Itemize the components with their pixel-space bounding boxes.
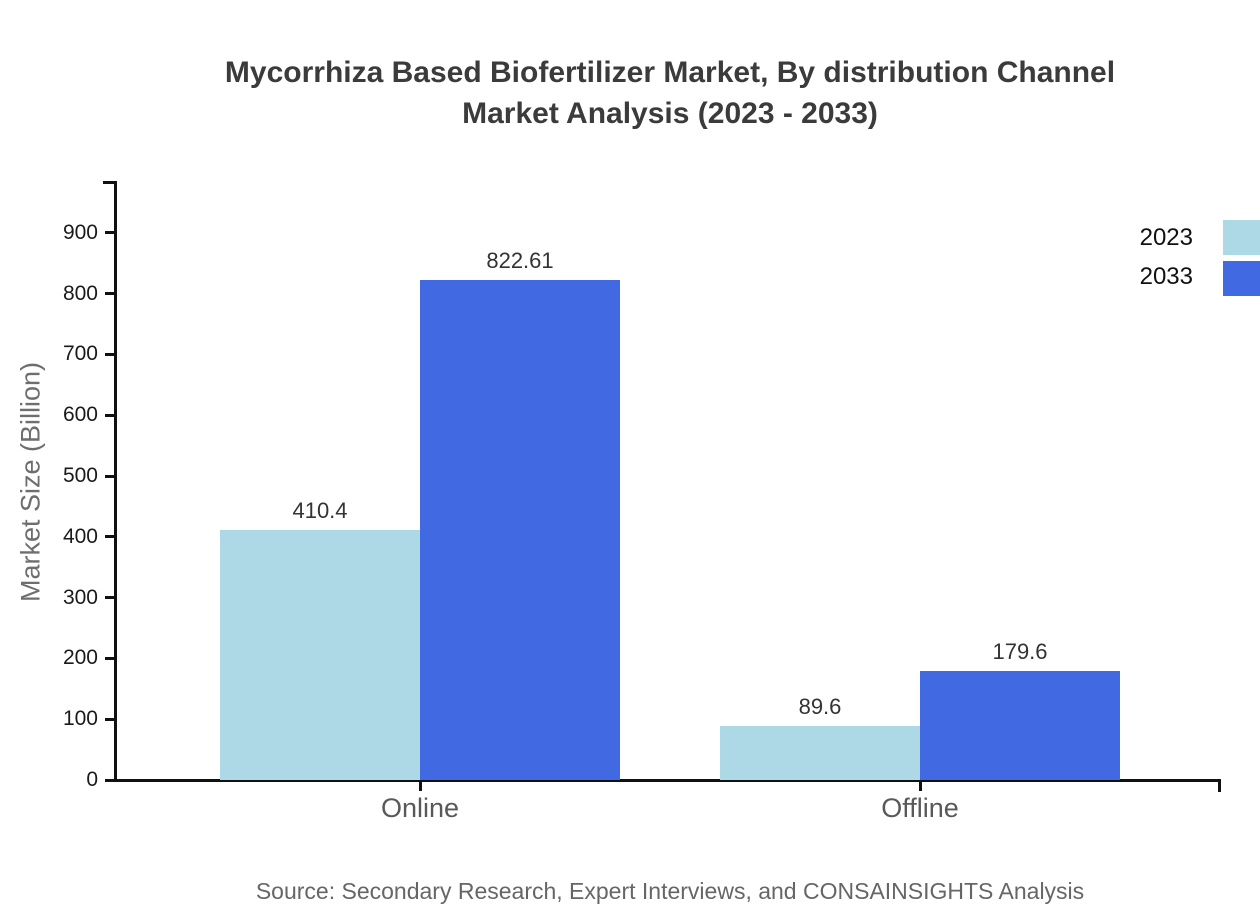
y-tick-label: 800 — [62, 281, 98, 305]
x-tick — [418, 781, 422, 791]
y-tick — [105, 656, 114, 660]
y-tick — [105, 596, 114, 600]
legend-swatch-2023 — [1223, 220, 1260, 255]
y-tick-label: 100 — [62, 707, 98, 731]
legend-swatch-2033 — [1223, 261, 1260, 296]
x-axis-end-cap — [1218, 779, 1221, 792]
x-category-label-offline: Offline — [881, 793, 959, 823]
y-tick — [105, 352, 114, 356]
source-note: Source: Secondary Research, Expert Inter… — [255, 878, 1085, 904]
y-tick — [105, 778, 114, 782]
chart-title: Mycorrhiza Based Biofertilizer Market, B… — [80, 52, 1260, 134]
x-axis-line — [112, 779, 1221, 782]
y-tick-label: 0 — [86, 768, 98, 791]
y-tick-label: 300 — [62, 585, 98, 609]
y-axis-line — [114, 181, 117, 782]
y-tick-label: 600 — [62, 403, 98, 427]
y-tick-label: 700 — [62, 342, 98, 366]
bar-online-2023 — [220, 530, 420, 780]
bar-online-2033 — [420, 279, 620, 780]
legend-label-2033: 2033 — [1139, 263, 1193, 290]
x-tick — [918, 781, 922, 791]
y-tick-label: 200 — [62, 646, 98, 670]
chart-title-line1: Mycorrhiza Based Biofertilizer Market, B… — [224, 56, 1116, 89]
bar-value-label: 822.61 — [486, 247, 554, 273]
y-tick — [105, 413, 114, 417]
bar-value-label: 179.6 — [992, 638, 1048, 664]
y-tick-label: 400 — [62, 524, 98, 548]
y-tick — [105, 535, 114, 539]
y-tick-label: 900 — [62, 220, 98, 244]
bar-offline-2023 — [720, 725, 920, 780]
y-tick-label: 500 — [62, 464, 98, 487]
y-tick — [105, 717, 114, 721]
chart-title-line2: Market Analysis (2023 - 2033) — [462, 97, 878, 130]
y-tick — [105, 231, 114, 235]
x-category-label-online: Online — [380, 793, 460, 823]
bar-offline-2033 — [920, 670, 1120, 780]
legend-label-2023: 2023 — [1139, 224, 1193, 251]
bar-value-label: 89.6 — [798, 693, 842, 719]
bar-value-label: 410.4 — [292, 498, 348, 524]
y-tick — [105, 292, 114, 296]
y-tick — [105, 474, 114, 478]
y-axis-top-cap — [103, 181, 114, 184]
